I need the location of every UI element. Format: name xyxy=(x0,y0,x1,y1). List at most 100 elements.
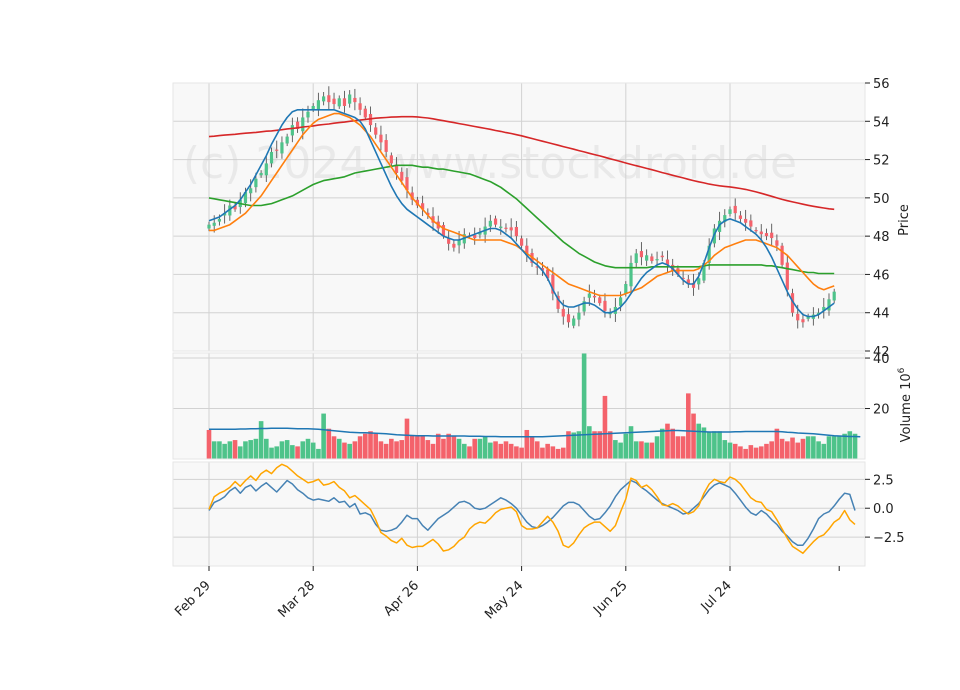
volume-bar xyxy=(514,446,519,459)
x-tick-label: Feb 29 xyxy=(172,578,214,620)
sma-long-line xyxy=(208,164,835,275)
volume-bar xyxy=(607,431,613,459)
candle-body xyxy=(540,267,545,271)
price-tick-label: 48 xyxy=(873,230,890,245)
candle-body xyxy=(577,312,581,320)
candle-body xyxy=(431,216,435,223)
sma-xlong-line xyxy=(208,115,835,211)
volume-bar xyxy=(206,429,212,459)
volume-panel-background xyxy=(173,353,865,459)
volume-bar xyxy=(503,441,509,459)
volume-bar xyxy=(347,443,352,459)
candle-body xyxy=(634,253,638,263)
volume-bar xyxy=(237,446,243,459)
volume-bar xyxy=(300,441,306,459)
candle-body xyxy=(306,111,310,118)
volume-bar xyxy=(722,440,728,459)
volume-bar xyxy=(498,443,504,459)
volume-bar xyxy=(727,442,733,459)
volume-bar xyxy=(691,413,696,459)
price-tick-label: 46 xyxy=(873,268,890,283)
candle-body xyxy=(233,205,237,210)
volume-bar xyxy=(758,446,764,459)
candle-body xyxy=(681,277,685,280)
candle-body xyxy=(686,279,690,284)
volume-bar xyxy=(639,441,644,459)
candle-body xyxy=(249,188,253,194)
volume-bar xyxy=(420,436,425,459)
x-tick-label: May 24 xyxy=(482,578,526,622)
volume-bar xyxy=(732,443,738,459)
volume-bar xyxy=(623,433,629,459)
volume-bar xyxy=(446,433,451,459)
volume-bar xyxy=(290,445,295,459)
volume-bar xyxy=(295,446,300,459)
candle-body xyxy=(243,192,248,204)
candle-body xyxy=(499,226,503,229)
volume-bar xyxy=(785,441,790,459)
candle-body xyxy=(744,218,748,223)
volume-panel-frame xyxy=(172,352,866,460)
volume-bar xyxy=(701,427,707,459)
volume-bar xyxy=(805,436,811,459)
volume-bar xyxy=(743,448,748,459)
volume-bar xyxy=(628,426,634,459)
candle-body xyxy=(587,293,591,298)
volume-bar xyxy=(587,426,592,459)
candle-body xyxy=(290,125,294,136)
volume-bar xyxy=(566,431,571,459)
volume-bar xyxy=(540,447,545,459)
candle-body xyxy=(358,103,362,110)
volume-bar xyxy=(227,441,233,459)
candle-body xyxy=(337,98,341,107)
candle-body xyxy=(655,259,659,261)
candle-body xyxy=(749,220,753,227)
candle-body xyxy=(228,205,232,216)
candle-body xyxy=(379,134,383,143)
candle-body xyxy=(707,245,711,263)
candle-body xyxy=(650,256,654,262)
volume-bar xyxy=(696,423,702,459)
volume-bar xyxy=(488,442,493,459)
volume-bar xyxy=(336,438,342,459)
volume-bar xyxy=(670,428,675,459)
volume-bar xyxy=(253,438,259,459)
volume-bar xyxy=(665,423,670,459)
candle-body xyxy=(441,225,446,237)
volume-bar xyxy=(430,443,436,459)
candle-body xyxy=(509,227,513,231)
volume-bar xyxy=(363,433,368,459)
volume-bar xyxy=(826,436,832,459)
candle-body xyxy=(598,297,602,304)
volume-bar xyxy=(852,433,858,459)
oscillator-line-2 xyxy=(208,463,856,555)
candle-body xyxy=(645,255,649,261)
candle-body xyxy=(285,136,289,144)
candle-body xyxy=(697,278,701,285)
candle-body xyxy=(561,308,565,317)
volume-bar xyxy=(748,445,754,459)
volume-bar xyxy=(613,440,618,459)
volume-bar xyxy=(232,440,238,459)
volume-bar xyxy=(659,428,665,459)
volume-bar xyxy=(764,443,769,459)
candle-body xyxy=(322,96,326,102)
volume-bar xyxy=(378,441,384,459)
volume-bar xyxy=(633,441,639,459)
volume-bar xyxy=(847,431,853,459)
candle-body xyxy=(572,318,576,326)
volume-bar xyxy=(550,446,556,459)
candle-body xyxy=(447,238,451,244)
candle-body xyxy=(754,230,758,232)
candle-body xyxy=(780,245,784,265)
volume-bar xyxy=(243,441,248,459)
volume-tick-label: 40 xyxy=(873,352,890,367)
candle-body xyxy=(400,171,404,181)
candle-body xyxy=(738,215,743,219)
volume-bar xyxy=(800,438,806,459)
volume-bar xyxy=(571,432,576,459)
volume-bar xyxy=(680,436,686,459)
volume-bar xyxy=(524,429,530,459)
candle-body xyxy=(801,319,805,323)
